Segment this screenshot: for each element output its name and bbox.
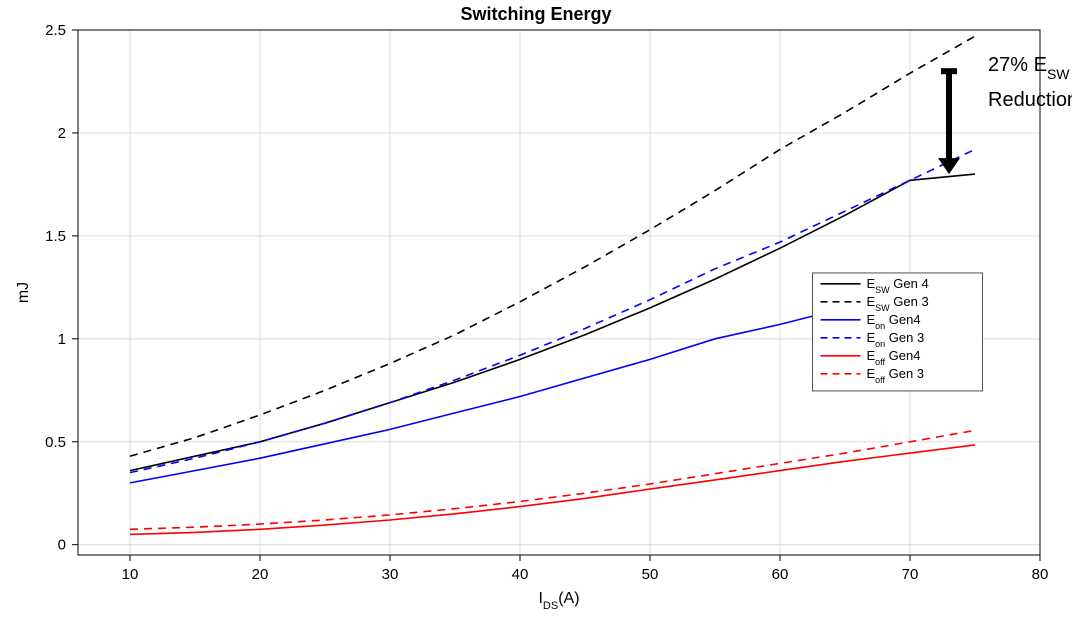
y-tick-label: 1 (58, 331, 66, 348)
y-tick-label: 0 (58, 537, 66, 554)
y-tick-label: 1.5 (45, 228, 66, 245)
y-tick-label: 2 (58, 125, 66, 142)
x-tick-label: 60 (772, 566, 789, 583)
chart-svg: 102030405060708000.511.522.5IDS(A)mJ27% … (0, 0, 1072, 620)
x-tick-label: 10 (122, 566, 139, 583)
x-tick-label: 30 (382, 566, 399, 583)
chart-container: Switching Energy 10 20 30 40 50 60 70 80 0 0.5 1 1.… (0, 0, 1072, 620)
x-tick-label: 50 (642, 566, 659, 583)
x-tick-label: 40 (512, 566, 529, 583)
chart-title: Switching Energy (0, 4, 1072, 25)
x-tick-label: 70 (902, 566, 919, 583)
y-tick-label: 0.5 (45, 434, 66, 451)
annotation-text-line2: Reduction (988, 89, 1072, 111)
y-axis-label: mJ (15, 282, 32, 303)
x-axis-label: IDS(A) (538, 590, 579, 612)
x-tick-label: 80 (1032, 566, 1049, 583)
x-tick-label: 20 (252, 566, 269, 583)
